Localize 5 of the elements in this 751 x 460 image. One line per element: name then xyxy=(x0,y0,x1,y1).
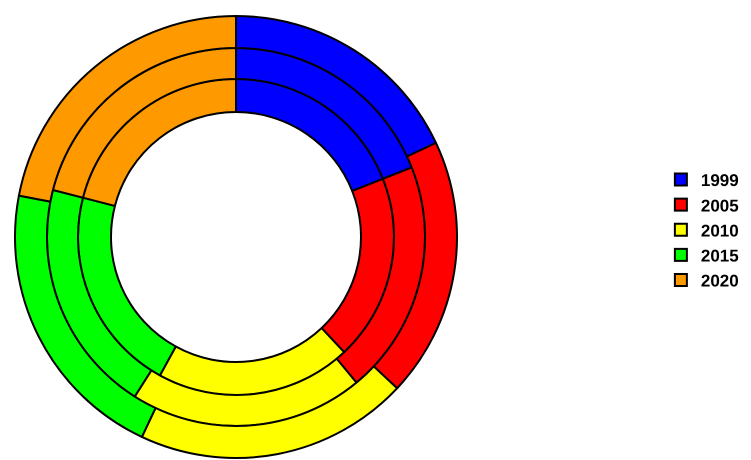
legend-label: 2005 xyxy=(700,196,739,216)
legend-label: 2020 xyxy=(700,272,739,291)
legend-label: 2015 xyxy=(700,246,739,266)
legend-label: 1999 xyxy=(700,171,739,190)
legend-label: 2010 xyxy=(700,221,739,240)
